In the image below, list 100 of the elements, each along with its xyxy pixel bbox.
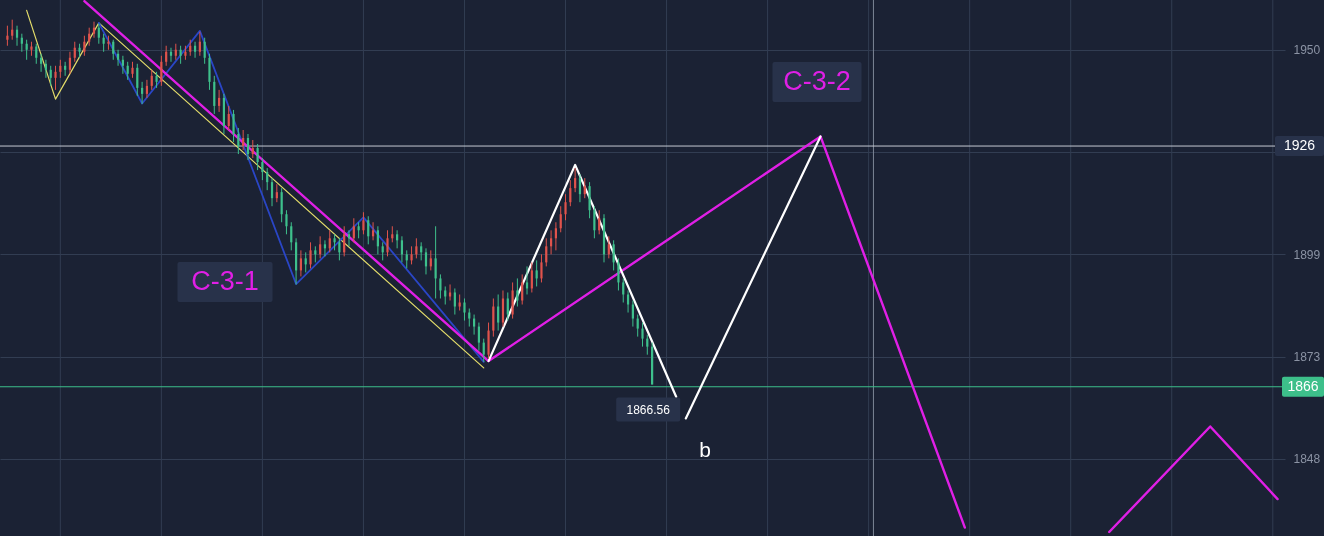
candlestick — [343, 225, 346, 257]
candlestick — [179, 45, 182, 65]
line-series — [26, 9, 485, 369]
candlestick — [424, 247, 428, 275]
candlestick — [39, 53, 43, 73]
y-tick-label: 1950 — [1293, 43, 1321, 58]
candlestick — [612, 239, 615, 271]
candlestick — [444, 285, 447, 306]
candlestick — [497, 293, 500, 332]
candlestick — [20, 33, 23, 53]
candlestick — [203, 37, 206, 65]
candlestick — [598, 209, 601, 235]
candlestick — [11, 19, 14, 41]
candlestick — [554, 221, 557, 251]
candlestick — [352, 217, 355, 243]
candlestick — [92, 21, 96, 39]
candlestick — [338, 237, 341, 261]
annotation: 1866.56 — [626, 402, 671, 417]
line-series — [97, 21, 485, 363]
candlestick — [160, 55, 163, 87]
candlestick — [641, 322, 644, 348]
candlestick — [198, 31, 201, 57]
candlestick — [246, 133, 250, 161]
candlestick — [256, 143, 259, 171]
candlestick — [468, 308, 471, 328]
candlestick — [559, 205, 562, 233]
candlestick — [617, 257, 620, 291]
candlestick — [410, 245, 413, 265]
candlestick — [97, 23, 100, 45]
candlestick — [477, 322, 481, 352]
annotation: b — [699, 438, 711, 461]
candlestick — [54, 65, 57, 91]
candlestick — [251, 139, 254, 159]
candlestick — [482, 338, 485, 363]
candlestick — [607, 235, 610, 259]
candlestick — [564, 193, 567, 221]
candlestick — [290, 221, 293, 251]
candlestick — [420, 241, 423, 261]
candlestick — [275, 183, 278, 203]
candlestick — [367, 215, 370, 245]
candlestick — [453, 287, 456, 316]
candlestick — [44, 59, 47, 79]
candlestick — [280, 187, 283, 223]
annotation: C-3-2 — [783, 66, 851, 96]
candlestick — [386, 229, 389, 257]
candlestick — [636, 314, 639, 338]
y-tick-label: 1873 — [1293, 350, 1321, 365]
line-series — [83, 0, 967, 529]
candlestick — [141, 81, 144, 105]
candlestick — [622, 277, 625, 303]
candlestick — [463, 297, 466, 322]
candlestick — [266, 167, 269, 191]
candlestick — [59, 59, 62, 79]
candlestick — [396, 229, 399, 249]
candlestick — [405, 249, 408, 269]
annotation: C-3-1 — [191, 266, 259, 296]
y-tick-label: 1899 — [1293, 247, 1321, 262]
candlestick — [73, 41, 76, 63]
candlestick — [299, 249, 302, 277]
candlestick — [516, 277, 519, 308]
candlestick — [304, 251, 307, 273]
candlestick — [285, 209, 288, 235]
candlestick — [400, 235, 404, 263]
candlestick — [545, 237, 548, 267]
ref-line-label: 1926 — [1283, 137, 1316, 154]
candlestick — [569, 179, 572, 207]
candlestick — [381, 241, 384, 261]
candlestick — [626, 289, 630, 314]
candlestick — [232, 109, 235, 143]
candlestick — [237, 127, 240, 155]
candlestick — [319, 235, 322, 259]
candlestick — [102, 33, 105, 53]
candlestick — [150, 69, 153, 91]
candlestick — [270, 177, 274, 207]
candlestick — [6, 25, 9, 47]
candlestick — [83, 35, 86, 57]
y-tick-label: 1848 — [1293, 452, 1321, 467]
candlestick — [112, 39, 115, 61]
candlestick — [540, 253, 543, 283]
candlestick — [371, 221, 375, 241]
candlestick — [68, 51, 72, 75]
candlestick — [506, 291, 509, 322]
candlestick — [328, 229, 331, 253]
candlestick — [136, 63, 139, 97]
candlestick — [261, 157, 264, 181]
candlestick — [631, 300, 634, 328]
candlestick — [439, 273, 442, 299]
candlestick — [116, 49, 120, 67]
candlestick — [521, 273, 524, 306]
candlestick — [362, 211, 365, 235]
candlestick — [121, 55, 124, 75]
ref-line-label: 1866 — [1287, 377, 1319, 394]
candlestick — [376, 225, 379, 255]
candlestick — [574, 167, 577, 193]
candlestick — [578, 173, 582, 203]
candlestick — [434, 225, 437, 299]
candlestick — [525, 265, 529, 295]
candlestick — [309, 241, 312, 269]
candlestick — [227, 105, 230, 131]
candlestick — [593, 205, 596, 239]
